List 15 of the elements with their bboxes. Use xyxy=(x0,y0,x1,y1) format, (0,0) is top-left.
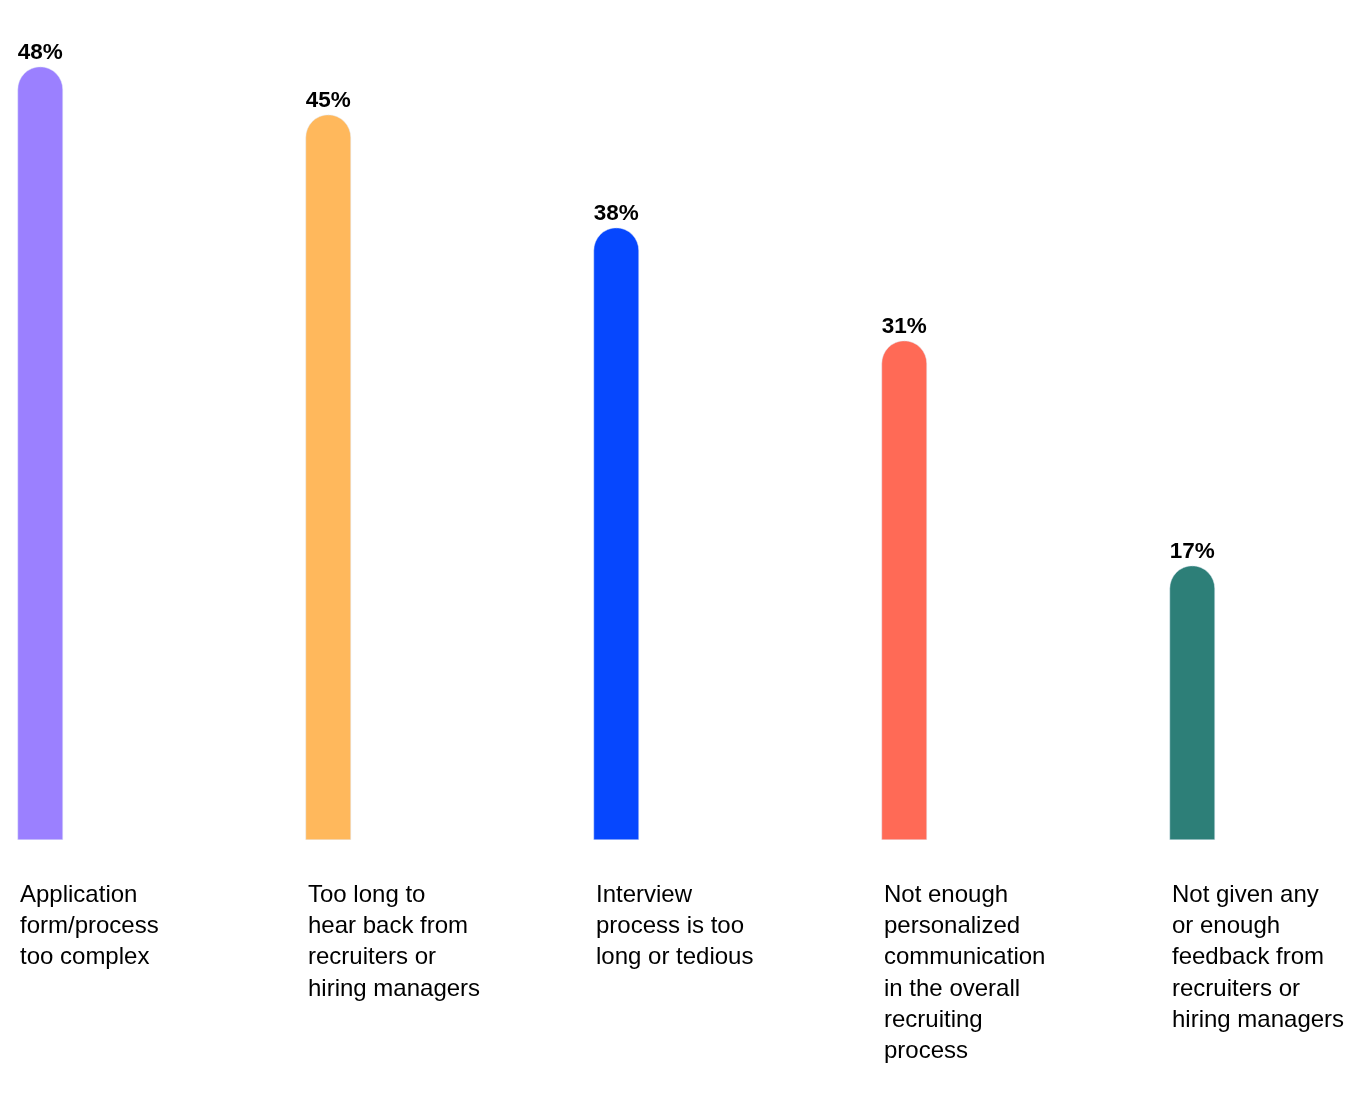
x-tick-label: Application form/process too complex xyxy=(20,880,159,970)
x-tick-label: Not given any or enough feedback from recruiters or hiring managers xyxy=(1172,880,1345,1032)
data-label: 38% xyxy=(593,199,639,225)
data-label: 31% xyxy=(881,312,927,338)
x-tick-label: Interview process is too long or tedious xyxy=(596,880,754,970)
x-tick-label: Too long to hear back from recruiters or hiring managers xyxy=(308,880,481,1001)
bar xyxy=(881,340,927,840)
bar xyxy=(1169,565,1215,840)
bar xyxy=(593,227,639,840)
bar xyxy=(305,114,351,840)
data-label: 45% xyxy=(305,86,351,112)
data-label: 17% xyxy=(1169,537,1215,563)
x-tick-label: Not enough personalized communication in the overall recruiting process xyxy=(884,880,1046,1063)
data-label: 48% xyxy=(17,38,63,64)
bar xyxy=(17,66,63,840)
